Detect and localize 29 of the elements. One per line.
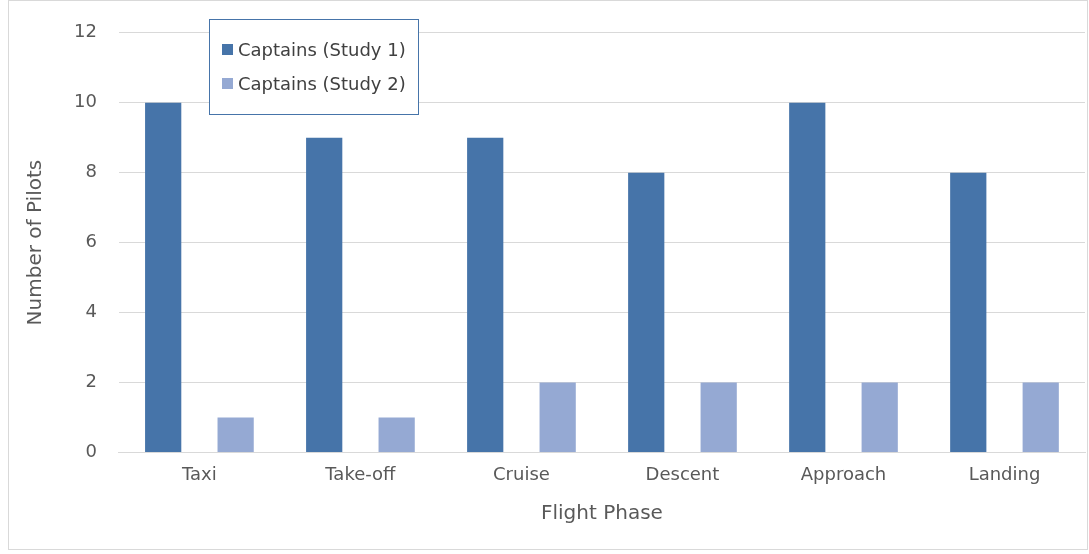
y-tick-label: 4 (85, 300, 97, 322)
x-tick-label: Cruise (493, 462, 550, 484)
bar (539, 382, 576, 452)
y-axis-title: Number of Pilots (22, 159, 47, 326)
y-tick-label: 0 (85, 440, 97, 462)
bar (378, 417, 415, 452)
x-tick-label: Taxi (181, 462, 217, 484)
bar (1022, 382, 1059, 452)
bar (467, 137, 504, 452)
bar (700, 382, 737, 452)
y-tick-label: 10 (74, 90, 97, 112)
bar (306, 137, 343, 452)
x-tick-label: Descent (645, 462, 720, 484)
bar (628, 172, 665, 452)
x-tick-label: Approach (800, 462, 887, 484)
y-tick-label: 12 (74, 20, 97, 42)
legend-label: Captains (Study 2) (237, 73, 406, 95)
y-tick-label: 2 (85, 370, 97, 392)
x-tick-label: Take-off (324, 462, 397, 484)
bar (217, 417, 254, 452)
x-tick-label: Landing (968, 462, 1041, 484)
bar (789, 102, 826, 452)
x-axis-title: Flight Phase (541, 500, 663, 525)
bar (861, 382, 898, 452)
y-tick-label: 6 (85, 230, 97, 252)
y-tick-label: 8 (85, 160, 97, 182)
bar (145, 102, 182, 452)
legend-label: Captains (Study 1) (237, 39, 406, 61)
bar (950, 172, 987, 452)
